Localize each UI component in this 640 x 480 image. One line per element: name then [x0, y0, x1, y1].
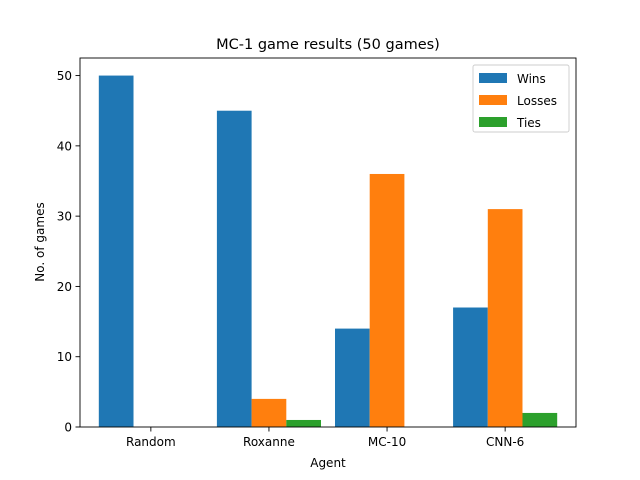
y-tick-label: 20 — [57, 280, 72, 294]
legend-swatch-wins — [479, 73, 507, 83]
legend-label-wins: Wins — [517, 72, 546, 86]
bar-ties-cnn-6 — [522, 412, 558, 427]
bar-ties-roxanne — [286, 419, 321, 427]
y-tick-label: 0 — [64, 421, 72, 435]
bar-losses-roxanne — [251, 398, 287, 427]
y-tick-label: 50 — [57, 69, 72, 83]
x-tick-label: CNN-6 — [486, 435, 524, 449]
y-tick-label: 30 — [57, 210, 72, 224]
bar-losses-cnn-6 — [487, 209, 523, 427]
legend: Wins Losses Ties — [472, 64, 570, 133]
x-axis-label: Agent — [310, 456, 346, 470]
y-tick-label: 40 — [57, 139, 72, 153]
x-tick-label: Roxanne — [243, 435, 295, 449]
bar-wins-random — [98, 75, 134, 427]
legend-swatch-losses — [479, 95, 507, 105]
x-tick-label: Random — [126, 435, 176, 449]
plot-area: Random Roxanne MC-10 CNN-6 0 10 20 30 40 50 — [57, 57, 577, 449]
bar-wins-cnn-6 — [453, 307, 488, 427]
legend-swatch-ties — [479, 117, 507, 127]
bar-losses-mc-10 — [369, 173, 405, 427]
legend-label-losses: Losses — [517, 94, 557, 108]
bar-wins-mc-10 — [335, 328, 370, 427]
axes-frame — [79, 57, 577, 428]
y-tick-label: 10 — [57, 350, 72, 364]
x-tick-label: MC-10 — [368, 435, 406, 449]
y-axis-label: No. of games — [33, 202, 47, 281]
legend-label-ties: Ties — [516, 116, 541, 130]
bar-wins-roxanne — [216, 110, 252, 428]
chart-title: MC-1 game results (50 games) — [216, 37, 440, 53]
